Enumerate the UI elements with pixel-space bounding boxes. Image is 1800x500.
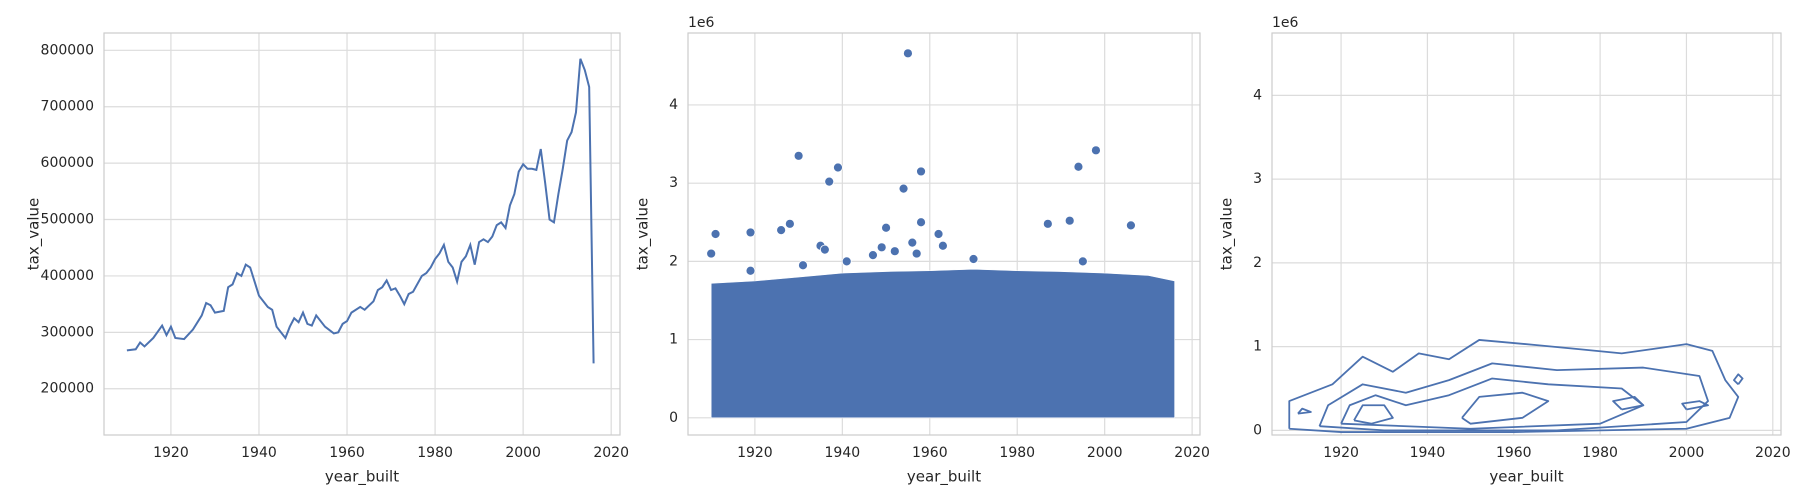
y-tick-label: 3 [669, 175, 678, 191]
y-tick-label: 200000 [41, 381, 94, 397]
x-tick-label: 1960 [912, 445, 948, 461]
kde-contour [1461, 391, 1550, 425]
scatter-point [1073, 161, 1084, 172]
x-tick-label: 1940 [1410, 445, 1446, 461]
scatter-point [903, 48, 913, 59]
y-tick-label: 2 [1253, 255, 1262, 271]
x-tick-label: 1980 [1582, 445, 1618, 461]
scatter-point [833, 162, 843, 173]
scatter-point [841, 256, 852, 267]
x-tick-label: 1980 [999, 445, 1035, 461]
y-tick-label: 3 [1253, 171, 1262, 187]
scatter-point [710, 229, 721, 239]
scatter-point [898, 183, 909, 194]
scatter-point [868, 250, 878, 261]
scatter-point [819, 244, 830, 255]
scatter-point [1126, 220, 1136, 231]
x-tick-label: 1940 [825, 445, 861, 461]
kde-contour [1297, 407, 1312, 415]
y-tick-label: 4 [1253, 87, 1262, 103]
scatter-point [824, 176, 835, 187]
data-line [126, 58, 595, 364]
kde-contour [1353, 404, 1394, 425]
y-tick-label: 600000 [41, 155, 94, 171]
x-tick-label: 2020 [1174, 445, 1210, 461]
x-tick-label: 2000 [1087, 445, 1123, 461]
scatter-point [916, 166, 926, 177]
scatter-point [706, 248, 717, 259]
x-axis-label: year_built [325, 468, 399, 487]
scatter-point [938, 240, 948, 251]
axis-offset-label: 1e6 [1272, 15, 1299, 31]
plot-area [104, 33, 620, 435]
y-tick-label: 0 [1253, 422, 1262, 438]
y-tick-label: 2 [669, 253, 678, 269]
scatter-point [916, 217, 926, 228]
x-tick-label: 2000 [505, 445, 541, 461]
scatter-point [881, 222, 891, 233]
kde-contour [1681, 400, 1709, 411]
scatter-point [1064, 215, 1075, 226]
y-tick-label: 4 [669, 97, 678, 113]
scatter-point [911, 248, 922, 259]
x-tick-label: 1960 [1496, 445, 1532, 461]
axes-frame [103, 32, 621, 436]
y-axis-label: tax_value [634, 198, 653, 270]
y-tick-label: 800000 [41, 42, 94, 58]
scatter-point [745, 227, 756, 238]
kde-contour [1612, 395, 1645, 411]
scatter-point [1042, 218, 1053, 229]
scatter-point [889, 246, 900, 257]
dense-point-region [710, 268, 1175, 419]
scatter-point [776, 225, 787, 235]
x-tick-label: 1920 [1323, 445, 1359, 461]
scatter-point [1091, 145, 1101, 156]
y-tick-label: 1 [669, 332, 678, 348]
x-axis-label: year_built [1489, 468, 1563, 487]
y-tick-label: 500000 [41, 212, 94, 228]
x-tick-label: 1980 [417, 445, 453, 461]
y-tick-label: 300000 [41, 324, 94, 340]
kde-contour [1318, 362, 1709, 432]
y-tick-label: 1 [1253, 339, 1262, 355]
x-tick-label: 2000 [1669, 445, 1705, 461]
scatter-point [745, 265, 756, 276]
y-axis-label: tax_value [1218, 198, 1237, 270]
scatter-point [784, 218, 795, 229]
kde-contour [1288, 339, 1740, 433]
scatter-point [876, 242, 887, 253]
axis-offset-label: 1e6 [688, 15, 715, 31]
y-tick-label: 0 [669, 410, 678, 426]
y-tick-label: 700000 [41, 99, 94, 115]
axes-frame [1271, 32, 1782, 436]
scatter-point [933, 229, 944, 239]
x-tick-label: 1940 [241, 445, 277, 461]
scatter-point [907, 237, 918, 248]
scatter-point [793, 150, 804, 161]
scatter-point [1077, 256, 1088, 267]
kde-contour [1340, 377, 1645, 430]
kde-contour [1733, 373, 1744, 385]
axes-frame [687, 32, 1201, 436]
x-tick-label: 1920 [153, 445, 189, 461]
plot-area [1272, 33, 1781, 435]
x-tick-label: 1960 [329, 445, 365, 461]
scatter-point [798, 260, 808, 271]
scatter-point [968, 254, 979, 264]
x-tick-label: 1920 [737, 445, 773, 461]
x-tick-label: 2020 [1755, 445, 1791, 461]
x-axis-label: year_built [907, 468, 981, 487]
x-tick-label: 2020 [593, 445, 629, 461]
y-axis-label: tax_value [25, 198, 44, 270]
y-tick-label: 400000 [41, 268, 94, 284]
